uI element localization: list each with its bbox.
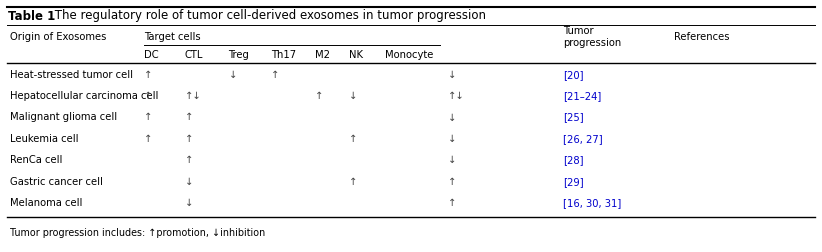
Text: Tumor progression includes: ↑promotion, ↓inhibition: Tumor progression includes: ↑promotion, … xyxy=(10,227,266,237)
Text: ↑: ↑ xyxy=(144,133,152,143)
Text: ↓: ↓ xyxy=(448,133,456,143)
Text: ↓: ↓ xyxy=(185,176,193,186)
Text: [29]: [29] xyxy=(563,176,584,186)
Text: ↑↓: ↑↓ xyxy=(185,91,201,101)
Text: ↑: ↑ xyxy=(185,133,193,143)
Text: ↓: ↓ xyxy=(448,155,456,165)
Text: ↑↓: ↑↓ xyxy=(448,91,464,101)
Text: [21–24]: [21–24] xyxy=(563,91,602,101)
Text: Treg: Treg xyxy=(229,50,249,60)
Text: [20]: [20] xyxy=(563,69,584,79)
Text: Th17: Th17 xyxy=(271,50,297,60)
Text: Origin of Exosomes: Origin of Exosomes xyxy=(10,32,106,42)
Text: Melanoma cell: Melanoma cell xyxy=(10,197,82,207)
Text: DC: DC xyxy=(144,50,159,60)
Text: Gastric cancer cell: Gastric cancer cell xyxy=(10,176,103,186)
Text: ↑: ↑ xyxy=(144,69,152,79)
Text: M2: M2 xyxy=(315,50,330,60)
Text: ↓: ↓ xyxy=(229,69,237,79)
Text: Malignant glioma cell: Malignant glioma cell xyxy=(10,112,117,122)
Text: Monocyte: Monocyte xyxy=(385,50,433,60)
Text: ↑: ↑ xyxy=(271,69,279,79)
Text: [28]: [28] xyxy=(563,155,584,165)
Text: ↑: ↑ xyxy=(185,112,193,122)
Text: NK: NK xyxy=(349,50,363,60)
Text: ↑: ↑ xyxy=(349,176,358,186)
Text: ↓: ↓ xyxy=(185,197,193,207)
Text: Target cells: Target cells xyxy=(144,32,201,42)
Text: [26, 27]: [26, 27] xyxy=(563,133,603,143)
Text: ↑: ↑ xyxy=(185,155,193,165)
Text: ↑: ↑ xyxy=(315,91,323,101)
Text: CTL: CTL xyxy=(185,50,203,60)
Text: RenCa cell: RenCa cell xyxy=(10,155,62,165)
Text: Table 1: Table 1 xyxy=(8,10,55,22)
Text: Tumor
progression: Tumor progression xyxy=(563,26,621,48)
Text: The regulatory role of tumor cell-derived exosomes in tumor progression: The regulatory role of tumor cell-derive… xyxy=(51,10,486,22)
Text: ↓: ↓ xyxy=(448,112,456,122)
Text: [16, 30, 31]: [16, 30, 31] xyxy=(563,197,621,207)
Text: ↑: ↑ xyxy=(144,112,152,122)
Text: Hepatocellular carcinoma cell: Hepatocellular carcinoma cell xyxy=(10,91,159,101)
Text: [25]: [25] xyxy=(563,112,584,122)
Text: ↓: ↓ xyxy=(349,91,358,101)
Text: ↑: ↑ xyxy=(448,176,456,186)
Text: ↑: ↑ xyxy=(349,133,358,143)
Text: ↑: ↑ xyxy=(144,91,152,101)
Text: Leukemia cell: Leukemia cell xyxy=(10,133,78,143)
Text: ↓: ↓ xyxy=(448,69,456,79)
Text: References: References xyxy=(674,32,730,42)
Text: Heat-stressed tumor cell: Heat-stressed tumor cell xyxy=(10,69,133,79)
Text: ↑: ↑ xyxy=(448,197,456,207)
